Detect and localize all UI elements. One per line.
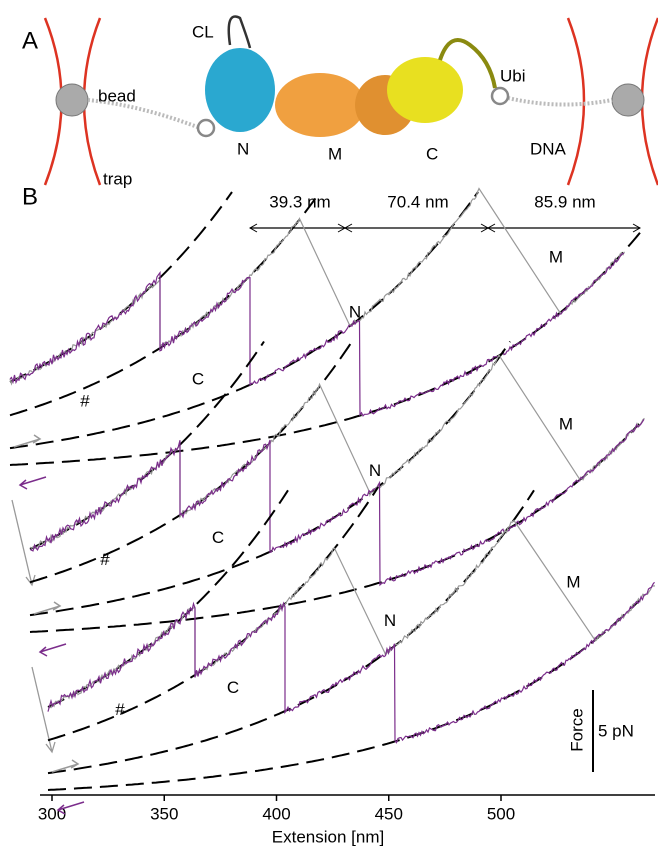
direction-arrow — [40, 644, 66, 656]
label: DNA — [530, 139, 567, 158]
wlc-fit — [48, 490, 288, 707]
scale-label: 5 pN — [598, 721, 634, 740]
x-axis-title: Extension [nm] — [272, 827, 384, 846]
stretch-trace — [10, 189, 625, 384]
transition-arrow — [12, 500, 35, 585]
panel-label: B — [22, 183, 38, 210]
label: C — [426, 144, 438, 163]
stretch-trace — [48, 521, 655, 709]
domain-label: M — [559, 414, 573, 433]
x-tick-label: 350 — [150, 804, 178, 823]
label: bead — [98, 86, 136, 105]
wlc-fit — [10, 233, 640, 465]
x-tick-label: 450 — [375, 804, 403, 823]
wlc-fit — [10, 192, 232, 382]
domain-label: M — [566, 572, 580, 591]
x-tick-label: 400 — [262, 804, 290, 823]
relax-trace — [30, 419, 644, 585]
domain-label: N — [369, 461, 381, 480]
label: N — [237, 139, 249, 158]
wlc-fit — [10, 193, 319, 415]
direction-arrow — [20, 477, 46, 489]
relax-trace — [10, 253, 624, 415]
domain-label: M — [549, 247, 563, 266]
domain-label: N — [384, 611, 396, 630]
domain-label: C — [227, 678, 239, 697]
wlc-fit — [48, 490, 534, 773]
domain-label: C — [212, 528, 224, 547]
label: CL — [192, 22, 214, 41]
label: M — [328, 144, 342, 163]
label: trap — [103, 169, 132, 188]
wlc-fit — [30, 343, 351, 582]
panel-label: A — [22, 27, 38, 54]
stretch-trace — [30, 355, 645, 548]
wlc-fit — [30, 424, 639, 632]
spacing-label: 85.9 nm — [534, 192, 595, 211]
wlc-fit — [48, 487, 378, 740]
domain-label: # — [115, 700, 125, 719]
scale-title: Force — [567, 708, 586, 751]
relax-trace — [48, 582, 655, 742]
domain-label: # — [100, 550, 110, 569]
label: Ubi — [500, 66, 526, 85]
domain-label: C — [192, 369, 204, 388]
spacing-label: 39.3 nm — [269, 192, 330, 211]
spacing-label: 70.4 nm — [387, 192, 448, 211]
panel-a-drawing — [45, 17, 658, 185]
x-tick-label: 500 — [487, 804, 515, 823]
wlc-fit — [48, 601, 639, 790]
domain-label: # — [80, 391, 90, 410]
domain-label: N — [349, 302, 361, 321]
figure: A CL bead trap N M C Ubi DNA B Extension… — [0, 0, 658, 850]
